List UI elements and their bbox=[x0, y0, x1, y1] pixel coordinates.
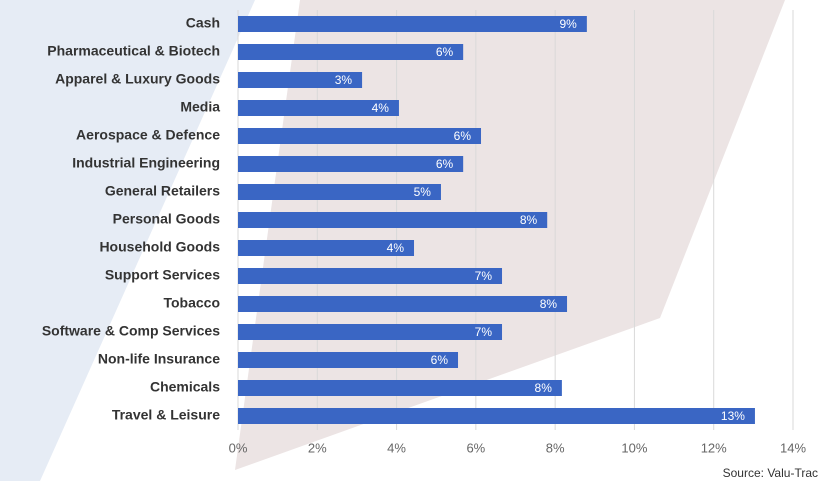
value-label: 7% bbox=[475, 325, 493, 339]
x-tick-label: 0% bbox=[229, 440, 248, 455]
bar bbox=[238, 100, 399, 116]
bar bbox=[238, 44, 464, 60]
y-tick-label: Industrial Engineering bbox=[72, 155, 220, 171]
bar bbox=[238, 352, 459, 368]
x-tick-label: 4% bbox=[387, 440, 406, 455]
x-tick-label: 2% bbox=[308, 440, 327, 455]
x-tick-label: 10% bbox=[621, 440, 647, 455]
y-tick-label: Pharmaceutical & Biotech bbox=[47, 43, 220, 59]
bar bbox=[238, 156, 464, 172]
value-label: 6% bbox=[436, 157, 454, 171]
x-tick-label: 6% bbox=[466, 440, 485, 455]
value-label: 8% bbox=[540, 297, 558, 311]
y-tick-label: Media bbox=[180, 99, 220, 115]
value-label: 6% bbox=[431, 353, 449, 367]
y-tick-label: Travel & Leisure bbox=[112, 407, 220, 423]
y-tick-label: Household Goods bbox=[99, 239, 220, 255]
value-label: 6% bbox=[436, 45, 454, 59]
value-label: 6% bbox=[454, 129, 472, 143]
value-label: 8% bbox=[535, 381, 553, 395]
bar bbox=[238, 296, 568, 312]
bar bbox=[238, 184, 441, 200]
background-shape bbox=[0, 0, 255, 481]
y-tick-label: Software & Comp Services bbox=[42, 323, 220, 339]
bar bbox=[238, 72, 363, 88]
y-tick-label: Chemicals bbox=[150, 379, 220, 395]
y-tick-label: Support Services bbox=[105, 267, 220, 283]
source-note: Source: Valu-Trac bbox=[723, 466, 818, 480]
value-label: 5% bbox=[414, 185, 432, 199]
bar bbox=[238, 408, 755, 424]
bar bbox=[238, 16, 587, 32]
value-label: 9% bbox=[560, 17, 578, 31]
value-label: 13% bbox=[721, 409, 745, 423]
value-label: 4% bbox=[387, 241, 405, 255]
value-label: 4% bbox=[372, 101, 390, 115]
bar bbox=[238, 128, 482, 144]
y-tick-label: Apparel & Luxury Goods bbox=[55, 71, 220, 87]
value-label: 7% bbox=[475, 269, 493, 283]
bar bbox=[238, 240, 415, 256]
bar bbox=[238, 268, 503, 284]
x-tick-label: 8% bbox=[546, 440, 565, 455]
value-label: 8% bbox=[520, 213, 538, 227]
x-tick-label: 14% bbox=[780, 440, 806, 455]
y-tick-label: Personal Goods bbox=[113, 211, 221, 227]
bar bbox=[238, 324, 503, 340]
y-tick-label: Non-life Insurance bbox=[98, 351, 220, 367]
y-tick-label: Tobacco bbox=[163, 295, 220, 311]
value-label: 3% bbox=[335, 73, 353, 87]
bar bbox=[238, 212, 548, 228]
bar bbox=[238, 380, 562, 396]
y-tick-label: Cash bbox=[186, 15, 220, 31]
y-tick-label: General Retailers bbox=[105, 183, 220, 199]
y-tick-label: Aerospace & Defence bbox=[76, 127, 220, 143]
x-tick-label: 12% bbox=[701, 440, 727, 455]
